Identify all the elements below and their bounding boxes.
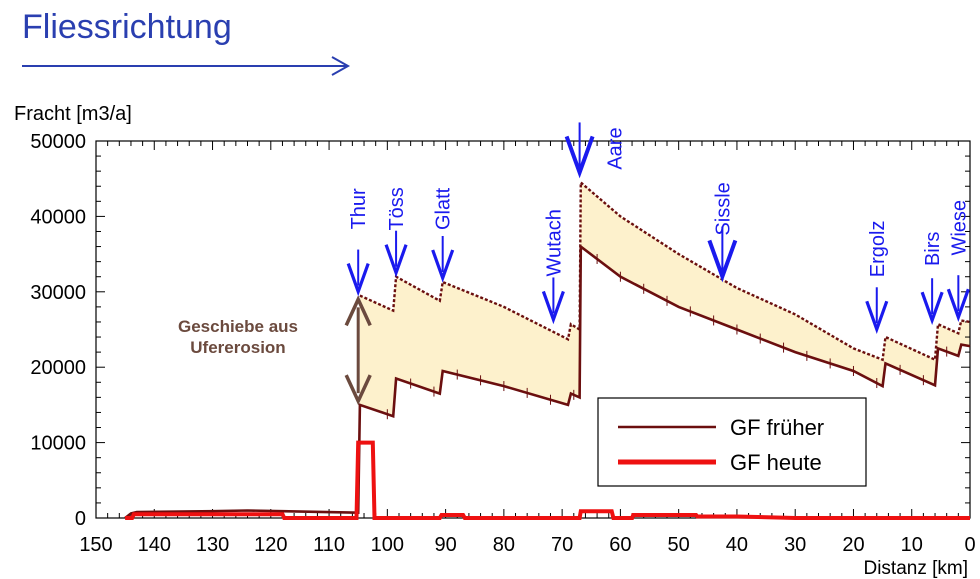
y-tick-label: 10000: [30, 433, 86, 455]
x-tick-label: 140: [138, 534, 171, 556]
tributary-label: Wutach: [543, 209, 565, 276]
tributary-label: Ergolz: [867, 220, 889, 277]
y-axis-label: Fracht [m3/a]: [14, 103, 132, 125]
tributary-label: Birs: [922, 232, 944, 266]
series-line-gf-heute: [125, 440, 970, 520]
tributary-arrow-head: [946, 288, 970, 322]
tributary-label: Thur: [348, 188, 370, 229]
x-tick-label: 30: [784, 534, 806, 556]
tributary-arrow-head: [865, 300, 889, 335]
y-tick-label: 0: [75, 508, 86, 530]
x-tick-label: 0: [964, 534, 975, 556]
x-tick-label: 130: [196, 534, 229, 556]
tributary-label: Aare: [605, 127, 627, 169]
tributary-arrow-head: [384, 244, 408, 278]
tributary-arrow-head: [920, 291, 944, 325]
x-tick-label: 10: [901, 534, 923, 556]
tributary-arrow-head: [431, 249, 455, 283]
x-tick-label: 90: [434, 534, 456, 556]
tributary-arrow-head: [707, 239, 738, 283]
tributary-arrow-head: [564, 135, 595, 179]
x-tick-label: 60: [609, 534, 631, 556]
erosion-annotation-text: Geschiebe aus: [178, 317, 298, 336]
series-line-gf-frueher: [124, 243, 971, 520]
right-arrow-icon: [22, 56, 351, 76]
tributary-label: Töss: [386, 187, 408, 230]
y-tick-label: 50000: [30, 131, 86, 153]
x-tick-label: 20: [842, 534, 864, 556]
upper-boundary-line: [359, 179, 971, 362]
x-tick-label: 50: [668, 534, 690, 556]
legend-label-gf-frueher: GF früher: [730, 415, 824, 440]
y-tick-label: 30000: [30, 282, 86, 304]
x-tick-label: 80: [493, 534, 515, 556]
x-axis-label: Distanz [km]: [863, 558, 968, 579]
tributary-label: Sissle: [712, 182, 734, 235]
tributary-label: Glatt: [433, 187, 455, 230]
y-tick-label: 20000: [30, 357, 86, 379]
x-tick-label: 100: [371, 534, 404, 556]
chart-header-title: Fliessrichtung: [22, 8, 232, 46]
x-tick-label: 40: [726, 534, 748, 556]
x-tick-label: 150: [79, 534, 112, 556]
tributary-label: Wiese: [948, 200, 970, 256]
tributary-arrow-head: [541, 290, 565, 325]
legend-label-gf-heute: GF heute: [730, 450, 822, 475]
erosion-annotation-text: Ufererosion: [190, 338, 285, 357]
x-tick-label: 120: [254, 534, 287, 556]
x-tick-label: 110: [313, 534, 345, 556]
tributary-arrow-head: [346, 263, 370, 297]
y-tick-label: 40000: [30, 206, 86, 228]
erosion-arrow-head-down: [344, 374, 372, 406]
erosion-arrow-head-up: [344, 295, 372, 327]
legend-box: [597, 397, 867, 487]
x-tick-label: 70: [551, 534, 573, 556]
